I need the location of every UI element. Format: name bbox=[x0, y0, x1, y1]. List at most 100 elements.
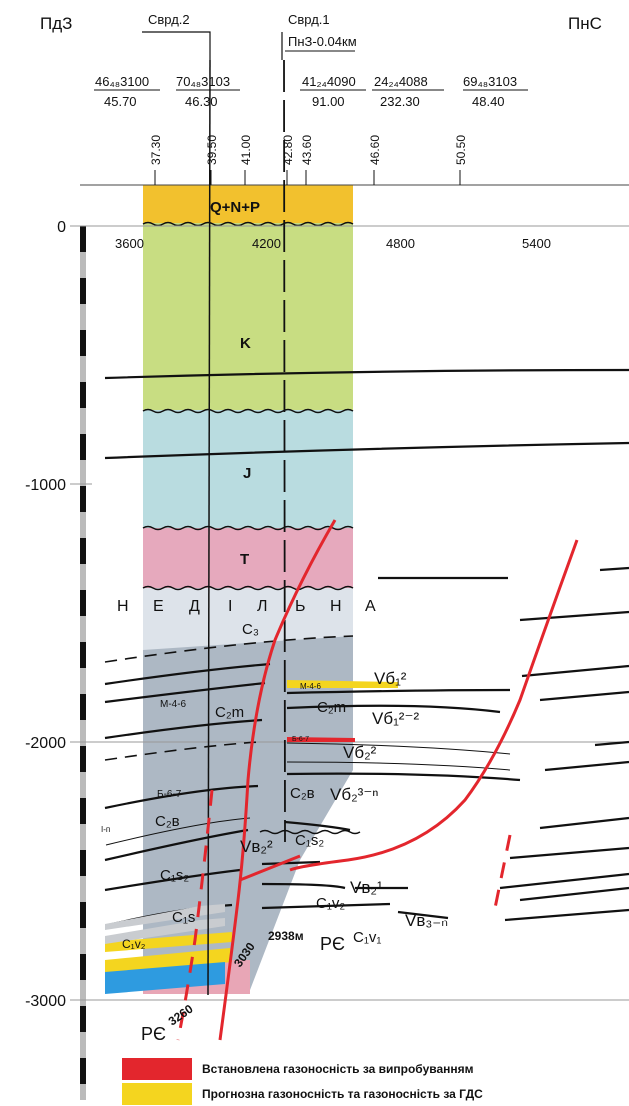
profile-top: 41₂₄4090 bbox=[302, 74, 356, 89]
horizon-vv3p: Vв₃₋ₙ bbox=[405, 911, 448, 930]
label-m46-right: М-4-6 bbox=[300, 682, 321, 691]
well-1-offset-note: ПнЗ-0.04км bbox=[288, 34, 357, 49]
profile-bottom: 46.30 bbox=[185, 94, 218, 109]
legend-item: Встановлена газоносність за випробування… bbox=[122, 1058, 474, 1080]
profile-bottom: 232.30 bbox=[380, 94, 420, 109]
direction-left: ПдЗ bbox=[40, 14, 73, 33]
svg-text:І: І bbox=[228, 598, 232, 615]
picket-label: 46.60 bbox=[368, 135, 382, 165]
label-c2m: C₂m bbox=[215, 704, 244, 721]
picket-ticks bbox=[154, 170, 461, 185]
label-t: T bbox=[240, 551, 249, 568]
legend-label: Прогнозна газоносність та газоносність з… bbox=[202, 1087, 483, 1101]
x-tick-label: 3600 bbox=[115, 236, 144, 251]
depth-tick-label: 0 bbox=[57, 219, 66, 236]
direction-right: ПнС bbox=[568, 14, 602, 33]
svg-text:Е: Е bbox=[153, 598, 164, 615]
legend-label: Встановлена газоносність за випробування… bbox=[202, 1062, 474, 1076]
profile-bottom: 48.40 bbox=[472, 94, 505, 109]
svg-text:А: А bbox=[365, 598, 376, 615]
label-c1s2-right: C₁s₂ bbox=[295, 832, 324, 849]
well-1-bore bbox=[283, 59, 286, 843]
depth-tick-label: -1000 bbox=[25, 477, 66, 494]
picket-label: 50.50 bbox=[454, 135, 468, 165]
depth-axis-labels: 0 -1000 -2000 -3000 bbox=[25, 219, 66, 1010]
layer-carboniferous bbox=[143, 636, 353, 990]
gas-zone-m46-right bbox=[287, 680, 398, 688]
strata-labels: Q+N+P K J T Н Е Д І Л Ь Н А C₃ М-4-6 C₂m… bbox=[101, 199, 381, 1044]
profile-top: 69₄₈3103 bbox=[463, 74, 517, 89]
horizon-vb1-2: Vб₁² bbox=[374, 669, 407, 688]
layer-j bbox=[143, 410, 353, 528]
well-2-header-line bbox=[142, 31, 211, 60]
picket-label: 39.50 bbox=[205, 135, 219, 165]
label-c1s: C₁s bbox=[172, 909, 195, 926]
x-axis-labels: 3600 4200 4800 5400 bbox=[115, 236, 551, 251]
pickets: 37.30 39.50 41.00 42.80 43.60 46.60 50.5… bbox=[149, 135, 468, 165]
unconformity-4 bbox=[142, 585, 354, 591]
well-1-name: Сврд.1 bbox=[288, 12, 330, 27]
label-c2v: C₂в bbox=[155, 813, 180, 830]
legend-swatch-yellow bbox=[122, 1083, 192, 1105]
label-k: K bbox=[240, 335, 251, 352]
label-b67-right: Б-6-7 bbox=[292, 736, 309, 743]
gas-zone-lower-yellow-2 bbox=[105, 932, 232, 952]
horizon-vb1-22: Vб₁²⁻² bbox=[372, 709, 419, 728]
label-j: J bbox=[243, 465, 251, 482]
well-2-bore bbox=[207, 59, 211, 996]
faults bbox=[218, 519, 579, 1041]
horizon-lines bbox=[104, 368, 629, 927]
horizon-vb2-2: Vб₂² bbox=[343, 743, 377, 762]
label-pc-right: PЄ bbox=[320, 934, 345, 954]
faults-dashed bbox=[176, 789, 512, 1041]
picket-label: 41.00 bbox=[239, 135, 253, 165]
gas-zone-lower-blue bbox=[105, 962, 225, 994]
label-c2m-right: C₂m bbox=[317, 699, 346, 716]
horizon-labels: Vб₁² Vб₁²⁻² Vб₂² Vб₂³⁻ⁿ Vв₂² Vв₂¹ Vв₃₋ₙ bbox=[240, 669, 448, 930]
layer-qnp bbox=[143, 185, 353, 223]
layer-k bbox=[143, 223, 353, 410]
nedilna-label: Н Е Д І Л Ь Н А bbox=[117, 598, 376, 615]
profile-top: 46₄₈3100 bbox=[95, 74, 149, 89]
gas-zone-lower-grey-2 bbox=[105, 904, 225, 930]
layer-t bbox=[143, 528, 353, 588]
horizon-vb2-3p: Vб₂³⁻ⁿ bbox=[330, 785, 379, 804]
picket-label: 43.60 bbox=[300, 135, 314, 165]
label-pc: PЄ bbox=[141, 1024, 166, 1044]
profile-labels: 46₄₈3100 45.70 70₄₈3103 46.30 41₂₄4090 9… bbox=[95, 74, 517, 109]
label-c2v-right: C₂в bbox=[290, 785, 315, 802]
svg-text:Н: Н bbox=[117, 598, 129, 615]
gas-zone-lower-grey-1 bbox=[105, 918, 225, 944]
label-c1s2: C₁s₂ bbox=[160, 867, 189, 884]
label-c1v2: C₁v₂ bbox=[122, 937, 146, 951]
svg-text:Ь: Ь bbox=[295, 598, 306, 615]
label-c3: C₃ bbox=[242, 621, 259, 638]
dashed-horizons bbox=[104, 635, 354, 761]
label-b67: Б-6-7 bbox=[157, 789, 182, 800]
horizon-vv2-2: Vв₂² bbox=[240, 837, 273, 856]
svg-text:Н: Н bbox=[330, 598, 342, 615]
x-tick-label: 4800 bbox=[386, 236, 415, 251]
picket-label: 42.80 bbox=[281, 135, 295, 165]
depth-tick-label: -3000 bbox=[25, 993, 66, 1010]
profile-top: 70₄₈3103 bbox=[176, 74, 230, 89]
label-qnp: Q+N+P bbox=[210, 199, 260, 216]
unconformity-5 bbox=[259, 829, 361, 835]
gas-zone-lower-yellow-1 bbox=[105, 948, 232, 974]
horizon-vv2-1: Vв₂¹ bbox=[350, 878, 383, 897]
svg-text:Л: Л bbox=[257, 598, 268, 615]
depth-2938: 2938м bbox=[268, 929, 304, 943]
legend-swatch-red bbox=[122, 1058, 192, 1080]
x-tick-label: 4200 bbox=[252, 236, 281, 251]
profile-bottom: 45.70 bbox=[104, 94, 137, 109]
x-tick-label: 5400 bbox=[522, 236, 551, 251]
unconformity-3 bbox=[142, 525, 354, 531]
gas-zone-b67-right bbox=[287, 737, 355, 742]
label-m46: М-4-6 bbox=[160, 699, 187, 710]
profile-top: 24₂₄4088 bbox=[374, 74, 428, 89]
well-2-name: Сврд.2 bbox=[148, 12, 190, 27]
label-ln: І-п bbox=[101, 825, 110, 834]
legend-item: Прогнозна газоносність та газоносність з… bbox=[122, 1083, 483, 1105]
picket-label: 37.30 bbox=[149, 135, 163, 165]
